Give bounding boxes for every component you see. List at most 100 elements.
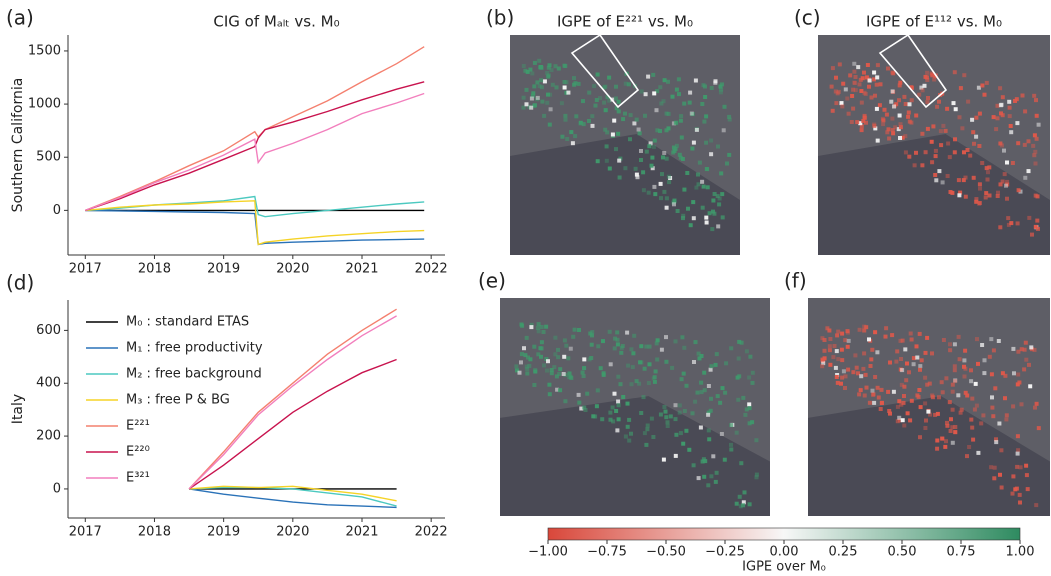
map-cell [860,101,864,105]
map-cell [718,401,722,405]
map-cell [957,335,961,339]
map-cell [917,93,921,97]
map-cell [1015,121,1019,125]
x-tick-label: 2019 [207,525,240,540]
map-cell [525,102,529,106]
map-cell [925,76,929,80]
map-cell [694,340,698,344]
map-cell [748,421,752,425]
map-cell [923,401,927,405]
map-cell [941,124,945,128]
map-cell [921,88,925,92]
x-tick-label: −0.50 [646,545,686,560]
map-cell [848,73,852,77]
map-cell [925,383,929,387]
map-cell [879,82,883,86]
map-cell [946,142,950,146]
map-cell [910,338,914,342]
map-cell [563,64,567,68]
map-cell [542,363,546,367]
map-cell [873,330,877,334]
map-cell [706,413,710,417]
map-cell [890,117,894,121]
map-cell [719,85,723,89]
map-cell [914,151,918,155]
map-cell [950,425,954,429]
map-cell [1035,219,1039,223]
map-cell [630,382,634,386]
map-cell [1026,487,1030,491]
map-cell [654,369,658,373]
map-cell [530,97,534,101]
map-cell [694,186,698,190]
map-cell [876,386,880,390]
map-cell [751,381,755,385]
map-cell [951,390,955,394]
map-cell [903,347,907,351]
map-cell [582,406,586,410]
map-cell [990,372,994,376]
map-cell [940,380,944,384]
map-cell [835,333,839,337]
map-cell [953,379,957,383]
map-cell [974,116,978,120]
map-cell [863,91,867,95]
map-cell [834,101,838,105]
map-cell [1018,493,1022,497]
map-cell [624,82,628,86]
map-cell [737,374,741,378]
map-cell [992,348,996,352]
map-cell [907,111,911,115]
map-cell [899,357,903,361]
map-cell [993,466,997,470]
map-cell [953,368,957,372]
map-cell [1009,221,1013,225]
map-cell [723,391,727,395]
map-cell [930,160,934,164]
map-cell [860,128,864,132]
map-cell [635,118,639,122]
map-cell [1035,114,1039,118]
map-cell [908,102,912,106]
map-cell [701,206,705,210]
map-cell [603,128,607,132]
map-cell [980,161,984,165]
map-cell [983,358,987,362]
map-cell [608,167,612,171]
map-cell [937,169,941,173]
map-cell [646,424,650,428]
map-cell [544,325,548,329]
map-cell [565,137,569,141]
x-tick-label: 2020 [276,262,309,277]
map-cell [572,83,576,87]
map-cell [949,429,953,433]
map-cell [707,428,711,432]
map-cell [646,75,650,79]
map-cell [694,79,698,83]
y-tick-label: 600 [36,323,61,338]
map-cell [666,424,670,428]
x-tick-label: 2021 [345,262,378,277]
map-cell [1001,95,1005,99]
map-cell [703,85,707,89]
map-cell [868,79,872,83]
map-cell [595,404,599,408]
map-cell [986,178,990,182]
map-cell [1018,501,1022,505]
map-cell [850,94,854,98]
map-cell [918,332,922,336]
map-cell [560,135,564,139]
map-cell [907,155,911,159]
map-cell [539,65,543,69]
map-cell [599,366,603,370]
map-cell [665,206,669,210]
map-cell [953,70,957,74]
map-cell [976,451,980,455]
map-cell [852,62,856,66]
map-cell [628,137,632,141]
map-cell [550,371,554,375]
map-cell [992,476,996,480]
map-cell [617,159,621,163]
map-cell [563,114,567,118]
map-cell [887,137,891,141]
